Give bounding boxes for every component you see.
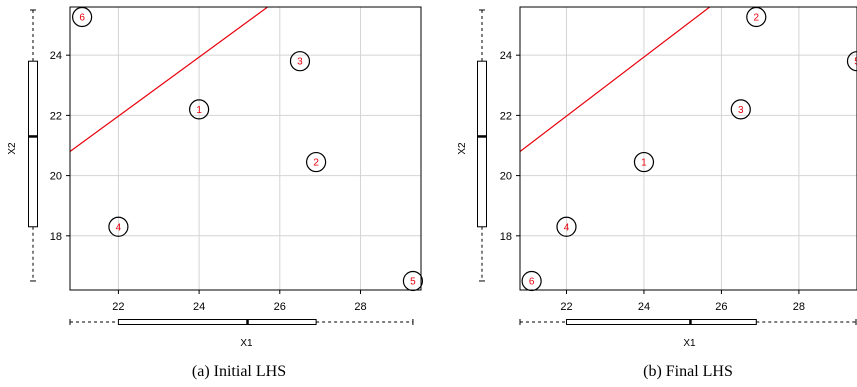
data-point-4 [108, 216, 129, 237]
x-tick-label: 24 [638, 301, 650, 313]
data-point-label-5: 5 [410, 276, 416, 287]
data-point-label-1: 1 [641, 158, 647, 169]
data-point-3 [730, 99, 751, 120]
boxplot-x-box [565, 319, 757, 325]
y-tick-label: 22 [50, 110, 62, 122]
plot-frame [69, 6, 422, 291]
x-tick-label: 24 [193, 301, 205, 313]
chart-panel-2: 1 2 3 4 5 6 22 24 26 28 18 20 22 24 X1 X2 [457, 6, 857, 349]
boxplot-y-box [477, 60, 487, 228]
y-axis-label: X2 [7, 142, 18, 155]
x-tick-label: 22 [560, 301, 572, 313]
x-tick-label: 22 [112, 301, 124, 313]
trend-line [70, 7, 269, 152]
data-point-label-5: 5 [854, 57, 857, 68]
x-tick-label: 26 [715, 301, 727, 313]
plot-frame [519, 6, 857, 291]
boxplot-y-box [28, 60, 38, 228]
data-point-label-4: 4 [564, 222, 570, 233]
data-point-3 [289, 51, 311, 72]
data-point-1 [189, 99, 210, 120]
data-point-4 [556, 216, 577, 237]
data-point-label-2: 2 [313, 158, 319, 169]
x-tick-label: 28 [354, 301, 366, 313]
y-tick-label: 18 [500, 231, 512, 243]
caption-final-lhs: (b) Final LHS [643, 363, 733, 380]
data-point-1 [633, 151, 655, 173]
y-tick-label: 20 [50, 171, 62, 183]
y-tick-label: 20 [500, 171, 512, 183]
data-point-5 [846, 51, 857, 72]
x-tick-label: 26 [274, 301, 286, 313]
data-point-label-3: 3 [738, 105, 744, 116]
y-tick-label: 24 [500, 50, 512, 62]
data-point-label-3: 3 [297, 57, 303, 68]
caption-initial-lhs: (a) Initial LHS [192, 363, 286, 380]
boxplot-x-box [117, 319, 317, 325]
x-tick-label: 28 [793, 301, 805, 313]
y-tick-label: 18 [50, 231, 62, 243]
data-point-label-6: 6 [79, 13, 85, 24]
y-tick-label: 22 [500, 110, 512, 122]
data-point-label-2: 2 [754, 13, 760, 24]
y-tick-label: 24 [50, 50, 62, 62]
data-point-2 [306, 151, 327, 173]
data-point-label-4: 4 [116, 222, 122, 233]
data-point-label-1: 1 [196, 105, 202, 116]
x-axis-label: X1 [240, 338, 253, 349]
chart-panel-1: 1 2 3 4 5 6 22 24 26 28 18 20 22 24 X1 X2 [7, 6, 424, 349]
x-axis-label: X1 [683, 338, 696, 349]
data-point-label-6: 6 [529, 276, 535, 287]
trend-line [520, 7, 711, 152]
y-axis-label: X2 [457, 142, 468, 155]
